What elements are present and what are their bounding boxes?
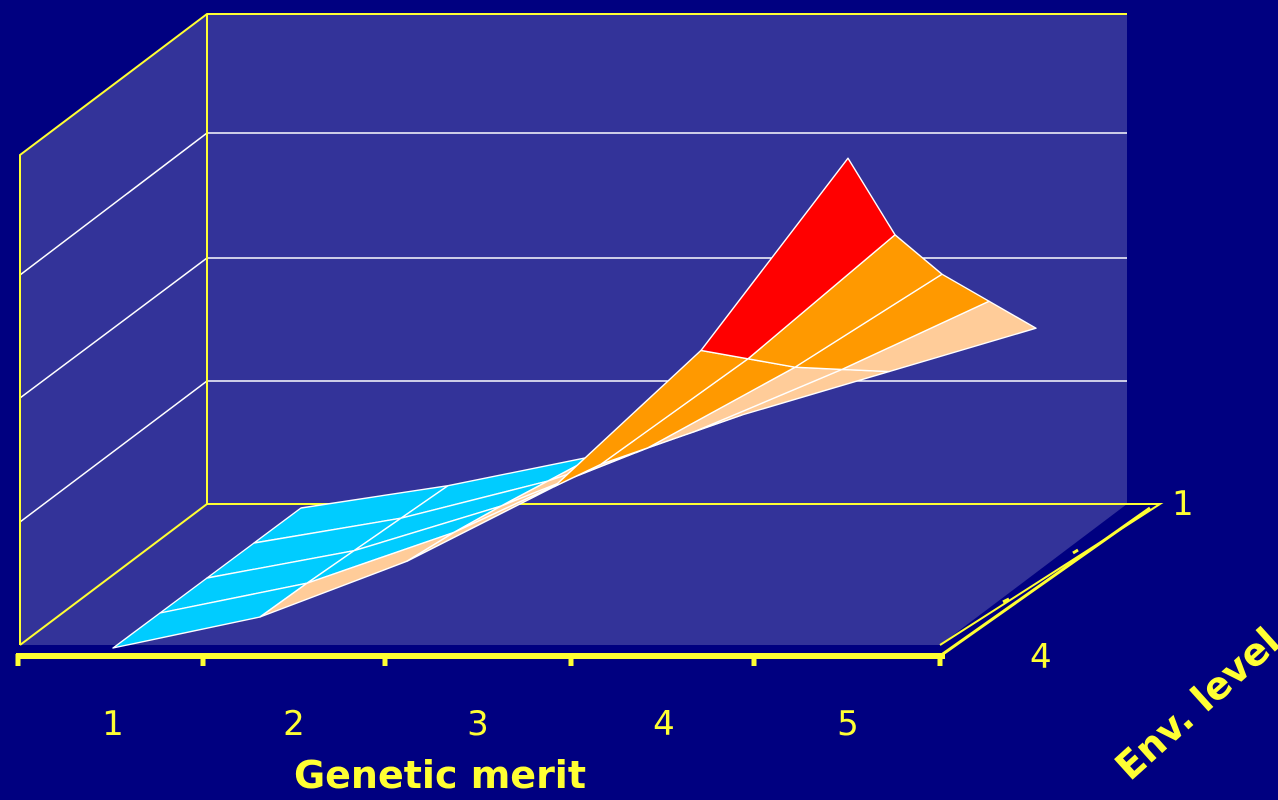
x-tick-label: 5 bbox=[837, 704, 859, 744]
z-axis-title: Env. level bbox=[1107, 619, 1278, 789]
z-tick-label: 1 bbox=[1172, 484, 1194, 524]
chart-frame bbox=[19, 13, 1164, 646]
z-axis-line bbox=[939, 506, 1151, 658]
x-tick-label: 4 bbox=[653, 704, 675, 744]
z-tick-mark bbox=[1002, 597, 1010, 604]
x-tick-marks bbox=[15, 654, 943, 666]
frame-edge bbox=[19, 13, 1127, 645]
gridline bbox=[19, 380, 208, 523]
x-tick-label: 1 bbox=[102, 704, 124, 744]
surface-cell bbox=[700, 157, 896, 360]
x-axis-title: Genetic merit bbox=[294, 753, 586, 797]
frame-edge bbox=[19, 503, 1164, 646]
side-gridlines bbox=[19, 132, 208, 523]
z-tick-label: 4 bbox=[1030, 637, 1052, 677]
z-tick-mark bbox=[1072, 548, 1079, 555]
gridline bbox=[19, 257, 208, 399]
x-axis: 1 2 3 4 5 Genetic merit bbox=[15, 653, 945, 797]
x-tick-label: 3 bbox=[467, 704, 489, 744]
surface bbox=[112, 157, 1037, 649]
gridline bbox=[19, 132, 208, 276]
x-tick-label: 2 bbox=[283, 704, 305, 744]
